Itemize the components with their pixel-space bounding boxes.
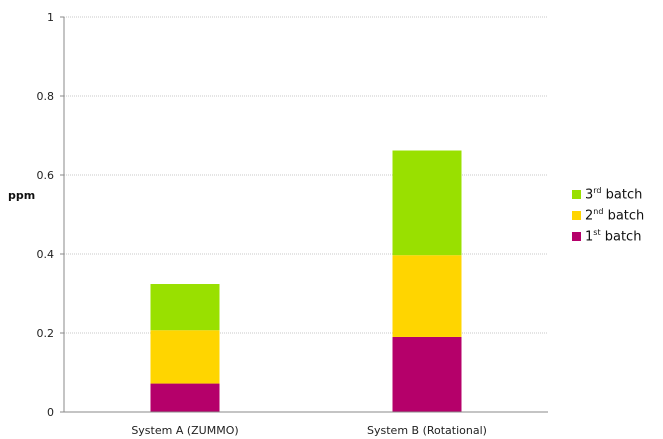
y-tick-label: 0 — [47, 406, 54, 419]
legend: 3rd batch 2nd batch 1st batch — [572, 184, 644, 247]
legend-swatch-1st-batch — [572, 232, 581, 241]
legend-item-3rd-batch: 3rd batch — [572, 184, 644, 205]
legend-item-2nd-batch: 2nd batch — [572, 205, 644, 226]
bar-segment-1-system-b — [392, 336, 462, 412]
legend-item-1st-batch: 1st batch — [572, 226, 644, 247]
bar-segment-1-system-a — [150, 383, 220, 412]
y-tick-label: 0.6 — [37, 169, 55, 182]
bar-segment-3-system-b — [392, 150, 462, 256]
legend-swatch-3rd-batch — [572, 190, 581, 199]
legend-swatch-2nd-batch — [572, 211, 581, 220]
x-tick-label: System A (ZUMMO) — [131, 424, 238, 437]
bar-segment-3-system-a — [150, 284, 220, 331]
y-tick-label: 0.4 — [37, 248, 55, 261]
y-axis-label: ppm — [8, 189, 35, 202]
y-tick-label: 1 — [47, 11, 54, 24]
legend-label-1st-batch: 1st batch — [585, 228, 642, 245]
legend-label-3rd-batch: 3rd batch — [585, 186, 643, 203]
y-tick-label: 0.8 — [37, 90, 55, 103]
x-tick-label: System B (Rotational) — [367, 424, 487, 437]
bar-segment-2-system-a — [150, 330, 220, 384]
bar-segment-2-system-b — [392, 255, 462, 337]
legend-label-2nd-batch: 2nd batch — [585, 207, 645, 224]
y-tick-label: 0.2 — [37, 327, 55, 340]
